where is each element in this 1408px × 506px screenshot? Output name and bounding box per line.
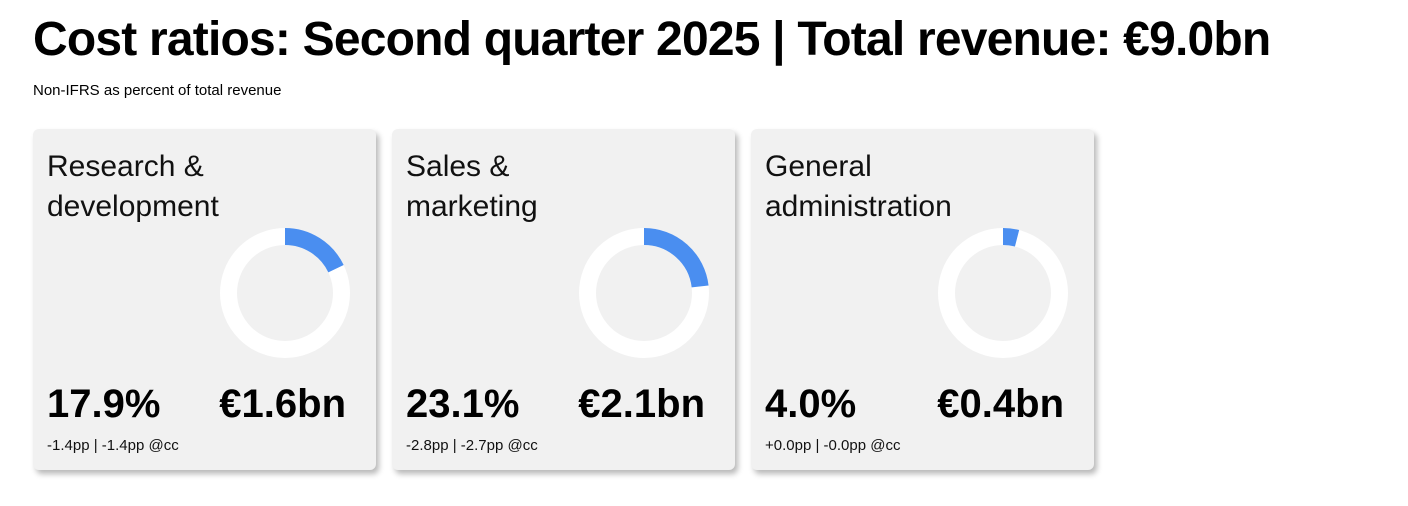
amount-value: €1.6bn — [219, 382, 346, 426]
card-research-development: Research & development 17.9% €1.6bn -1.4… — [33, 129, 376, 470]
donut-track — [938, 228, 1068, 358]
change-text: -1.4pp | -1.4pp @cc — [47, 437, 179, 454]
card-title: General administration — [765, 150, 952, 223]
amount-value: €2.1bn — [578, 382, 705, 426]
donut-chart — [938, 228, 1068, 358]
page-subtitle: Non-IFRS as percent of total revenue — [33, 82, 282, 99]
change-text: -2.8pp | -2.7pp @cc — [406, 437, 538, 454]
card-title: Sales & marketing — [406, 150, 538, 223]
page-title: Cost ratios: Second quarter 2025 | Total… — [33, 13, 1271, 66]
donut-value-arc — [579, 228, 709, 358]
donut-chart — [220, 228, 350, 358]
card-sales-marketing: Sales & marketing 23.1% €2.1bn -2.8pp | … — [392, 129, 735, 470]
donut-value-arc — [220, 228, 350, 358]
percent-value: 4.0% — [765, 382, 857, 426]
card-title: Research & development — [47, 150, 219, 223]
change-text: +0.0pp | -0.0pp @cc — [765, 437, 901, 454]
donut-chart — [579, 228, 709, 358]
cost-ratio-cards: Research & development 17.9% €1.6bn -1.4… — [33, 129, 1094, 470]
percent-value: 23.1% — [406, 382, 520, 426]
percent-value: 17.9% — [47, 382, 161, 426]
card-general-administration: General administration 4.0% €0.4bn +0.0p… — [751, 129, 1094, 470]
amount-value: €0.4bn — [937, 382, 1064, 426]
donut-value-arc — [938, 228, 1068, 358]
